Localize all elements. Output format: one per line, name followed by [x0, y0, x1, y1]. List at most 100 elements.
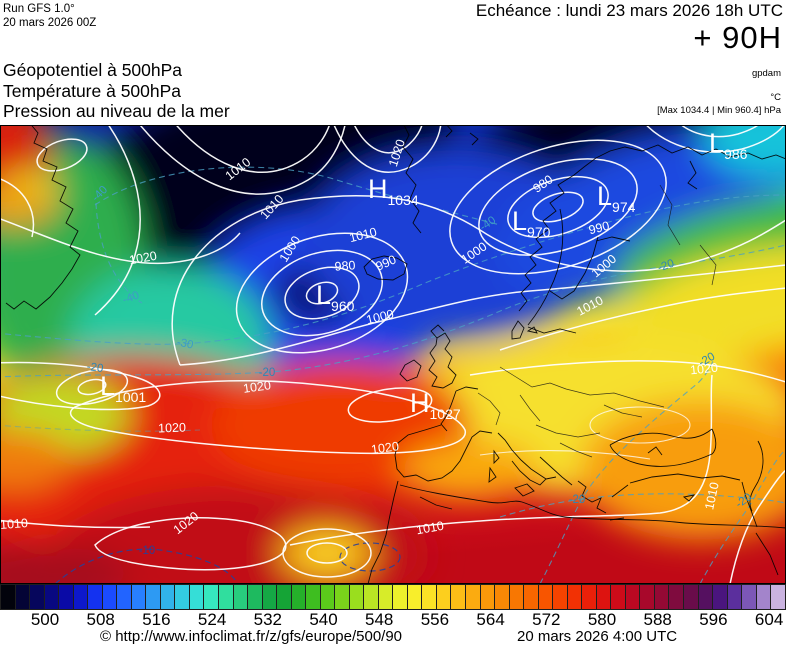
colorbar-cell — [363, 584, 379, 610]
colorbar-cell — [334, 584, 350, 610]
isobar-label: 990 — [587, 219, 611, 238]
param-pressure: Pression au niveau de la mer — [3, 101, 230, 121]
colorbar-cell — [406, 584, 423, 610]
footer: © http://www.infoclimat.fr/z/gfs/europe/… — [0, 628, 786, 648]
colorbar-cell — [261, 584, 278, 610]
colorbar-cell — [348, 584, 365, 610]
colorbar-cell — [697, 584, 714, 610]
map-container: 1020 1010 1010 1020 1000 1010 980 990 1000 1000 98… — [0, 125, 786, 584]
pressure-center-h1027: H1027 — [410, 388, 461, 422]
pressure-center-l970: L970 — [512, 206, 551, 240]
isobar-label: 1010 — [348, 225, 378, 245]
isobar-label: 1020 — [370, 439, 400, 457]
colorbar-cell — [0, 584, 16, 610]
colorbar-tick: 548 — [365, 610, 394, 629]
pressure-center-h1034: H1034 — [368, 174, 419, 208]
temperature-label: -20 — [259, 367, 276, 379]
colorbar-cell — [465, 584, 481, 610]
pressure-range-label: [Max 1034.4 | Min 960.4] hPa — [657, 105, 781, 116]
footer-datetime: 20 mars 2026 4:00 UTC — [517, 628, 678, 645]
colorbar-tick: 572 — [532, 610, 561, 629]
colorbar-cell — [566, 584, 583, 610]
run-info: Run GFS 1.0° 20 mars 2026 00Z — [3, 2, 96, 30]
colorbar-cell — [639, 584, 655, 610]
colorbar-cell — [319, 584, 336, 610]
isobar-contours — [0, 125, 786, 584]
isobar-label: 1020 — [158, 421, 186, 436]
colorbar-tick: 508 — [86, 610, 115, 629]
parameter-titles: Géopotentiel à 500hPa Température à 500h… — [3, 60, 230, 122]
colorbar-cell — [247, 584, 263, 610]
colorbar-cell — [58, 584, 74, 610]
colorbar-cell — [87, 584, 103, 610]
echeance-label: Echéance : lundi 23 mars 2026 18h UTC — [475, 1, 783, 20]
colorbar-cell — [217, 584, 234, 610]
temperature-label: -10 — [139, 545, 156, 557]
colorbar-cell — [29, 584, 45, 610]
colorbar-cell — [305, 584, 321, 610]
colorbar-cell — [43, 584, 60, 610]
colorbar-cell — [682, 584, 699, 610]
colorbar-cell — [610, 584, 626, 610]
colorbar-cell — [159, 584, 176, 610]
colorbar-cell — [755, 584, 772, 610]
colorbar-cell — [392, 584, 408, 610]
isobar-label: 1020 — [128, 249, 158, 268]
isobar-label: 1010 — [415, 519, 445, 538]
colorbar-cell — [624, 584, 641, 610]
temperature-label: -30 — [176, 336, 195, 351]
colorbar-cell — [726, 584, 743, 610]
colorbar-cell — [712, 584, 728, 610]
colorbar-cell — [435, 584, 452, 610]
run-date: 20 mars 2026 00Z — [3, 17, 97, 29]
colorbar-cell — [581, 584, 597, 610]
colorbar-tick: 556 — [420, 610, 450, 629]
colorbar-cell — [770, 584, 786, 610]
isobar-label: 1010 — [0, 516, 28, 532]
colorbar-tick: 564 — [476, 610, 505, 629]
colorbar-tick: 604 — [754, 610, 784, 629]
isobar-label: 1000 — [365, 307, 395, 327]
pressure-center-l986: L986 — [709, 128, 748, 162]
colorbar-cell — [421, 584, 437, 610]
param-geopotential: Géopotentiel à 500hPa — [3, 60, 183, 80]
colorbar-tick: 532 — [253, 610, 282, 629]
colorbar — [0, 584, 786, 610]
colorbar-tick: 524 — [197, 610, 227, 629]
colorbar-tick: 596 — [699, 610, 728, 629]
colorbar-cell — [290, 584, 307, 610]
colorbar-cell — [174, 584, 190, 610]
temperature-label: -40 — [121, 290, 141, 307]
colorbar-cell — [232, 584, 249, 610]
colorbar-cell — [508, 584, 525, 610]
coastlines — [5, 125, 786, 584]
colorbar-cell — [72, 584, 89, 610]
temperature-label: -20 — [86, 361, 104, 375]
colorbar-tick: 500 — [30, 610, 60, 629]
isobar-label: 1010 — [702, 481, 721, 511]
colorbar-cell — [188, 584, 205, 610]
colorbar-tick: 588 — [643, 610, 672, 629]
colorbar-cell — [130, 584, 147, 610]
colorbar-cell — [116, 584, 132, 610]
colorbar-cell — [14, 584, 31, 610]
lead-time-label: + 90H — [693, 20, 782, 55]
pressure-center-l1001: L1001 — [100, 371, 146, 405]
colorbar-cell — [595, 584, 612, 610]
isobar-label: 1020 — [689, 361, 718, 378]
colorbar-cell — [741, 584, 757, 610]
colorbar-tick: 540 — [309, 610, 338, 629]
colorbar-cell — [653, 584, 670, 610]
colorbar-cell — [479, 584, 496, 610]
colorbar-tick: 516 — [142, 610, 171, 629]
colorbar-cell — [523, 584, 539, 610]
colorbar-cell — [494, 584, 510, 610]
unit-gpdam-label: gpdam — [751, 68, 781, 79]
run-model: Run GFS 1.0° — [3, 3, 75, 15]
colorbar-cell — [101, 584, 118, 610]
colorbar-ticks: 500 508 516 524 532 540 548 556 564 572 580 588 596 6… — [0, 609, 786, 629]
temperature-label: -20 — [656, 258, 676, 275]
colorbar-cell — [668, 584, 684, 610]
